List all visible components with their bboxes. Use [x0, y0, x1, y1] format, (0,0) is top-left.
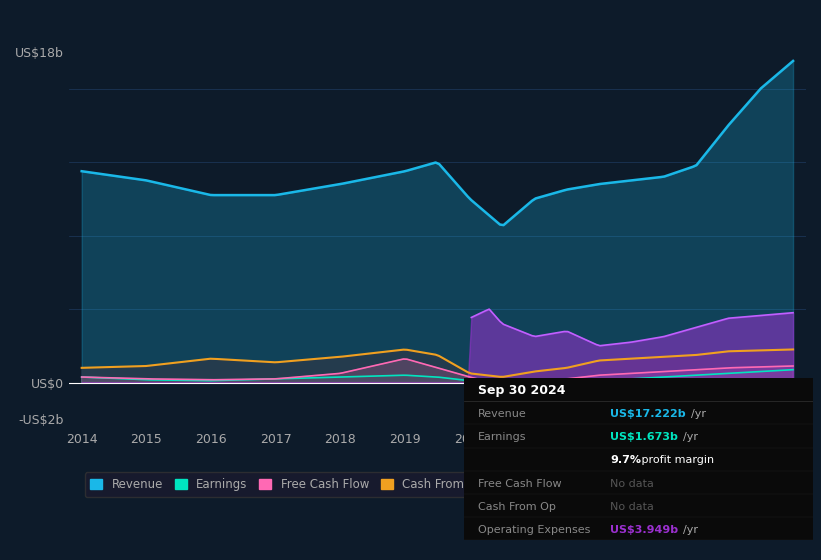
Text: /yr: /yr	[682, 525, 698, 535]
Text: /yr: /yr	[690, 409, 706, 419]
Text: /yr: /yr	[682, 432, 698, 442]
Text: US$17.222b: US$17.222b	[610, 409, 686, 419]
Text: No data: No data	[610, 502, 654, 512]
Text: Free Cash Flow: Free Cash Flow	[478, 479, 562, 488]
Text: 9.7%: 9.7%	[610, 455, 641, 465]
Text: Revenue: Revenue	[478, 409, 526, 419]
Text: Cash From Op: Cash From Op	[478, 502, 556, 512]
Legend: Revenue, Earnings, Free Cash Flow, Cash From Op, Operating Expenses: Revenue, Earnings, Free Cash Flow, Cash …	[85, 472, 643, 497]
Text: No data: No data	[610, 479, 654, 488]
Text: Operating Expenses: Operating Expenses	[478, 525, 590, 535]
Text: Sep 30 2024: Sep 30 2024	[478, 384, 566, 397]
Text: US$3.949b: US$3.949b	[610, 525, 678, 535]
Text: US$1.673b: US$1.673b	[610, 432, 678, 442]
Text: Earnings: Earnings	[478, 432, 526, 442]
Text: profit margin: profit margin	[639, 455, 714, 465]
